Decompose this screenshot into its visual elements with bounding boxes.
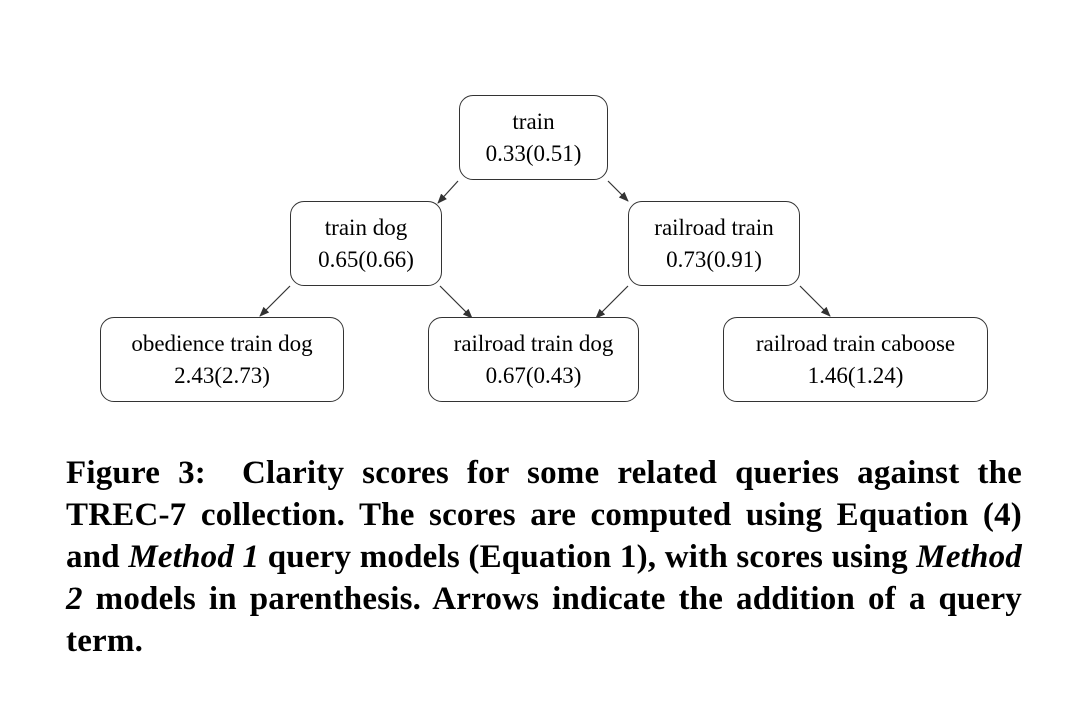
node-train: train 0.33(0.51) <box>459 95 608 180</box>
caption-prefix: Figure 3: <box>66 455 206 491</box>
edge-layer <box>259 180 831 319</box>
node-railroad-train-caboose: railroad train caboose 1.46(1.24) <box>723 317 988 402</box>
node-label: railroad train dog <box>453 330 614 356</box>
edge-railroad-train-to-railroad-train-dog <box>595 285 629 319</box>
figure-caption: Figure 3: Clarity scores for some relate… <box>66 452 1022 662</box>
edge-train-to-train-dog <box>437 180 459 204</box>
caption-method-1: Method 1 <box>128 539 260 575</box>
node-obedience-train-dog: obedience train dog 2.43(2.73) <box>100 317 344 402</box>
node-score: 0.65(0.66) <box>318 246 414 272</box>
node-label: train <box>512 108 555 134</box>
node-label: obedience train dog <box>131 330 313 356</box>
node-score: 2.43(2.73) <box>174 362 270 388</box>
node-railroad-train: railroad train 0.73(0.91) <box>628 201 800 286</box>
caption-text-3: models in parenthesis. Arrows indicate t… <box>66 581 1022 659</box>
node-train-dog: train dog 0.65(0.66) <box>290 201 442 286</box>
node-score: 1.46(1.24) <box>807 362 904 388</box>
node-score: 0.67(0.43) <box>485 362 582 388</box>
node-score: 0.33(0.51) <box>485 140 582 166</box>
node-score: 0.73(0.91) <box>666 246 762 272</box>
node-label: railroad train caboose <box>755 330 956 356</box>
edge-train-dog-to-railroad-train-dog <box>439 285 473 319</box>
edge-train-to-railroad-train <box>607 180 629 202</box>
edge-train-dog-to-obedience-train-dog <box>259 285 291 317</box>
node-railroad-train-dog: railroad train dog 0.67(0.43) <box>428 317 639 402</box>
caption-text-1: Clarity scores for some related queries … <box>66 455 1022 575</box>
edge-railroad-train-to-railroad-train-caboose <box>799 285 831 317</box>
node-label: train dog <box>324 214 408 240</box>
caption-text-2: query models (Equation 1), with scores u… <box>267 539 908 575</box>
query-tree-diagram: train 0.33(0.51) train dog 0.65(0.66) ra… <box>100 95 988 402</box>
caption-method-2: Method 2 <box>66 539 1023 617</box>
node-label: railroad train <box>654 214 774 240</box>
